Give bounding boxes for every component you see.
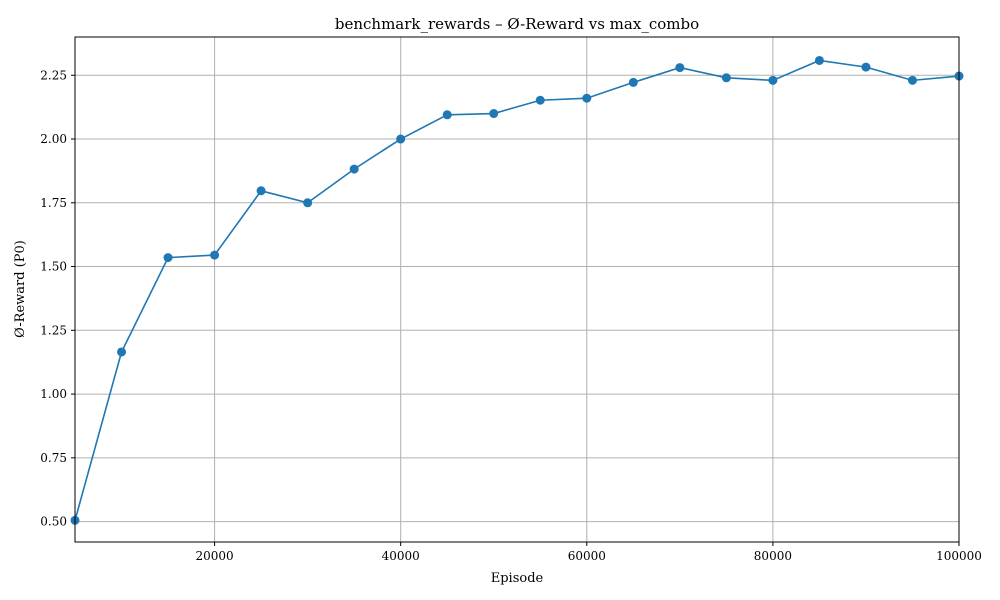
- data-point: [861, 62, 871, 72]
- data-point: [814, 55, 824, 65]
- y-tick-label: 1.50: [40, 260, 67, 274]
- data-point: [303, 198, 313, 208]
- x-tick-label: 40000: [382, 549, 420, 563]
- y-tick-label: 1.25: [40, 323, 67, 337]
- data-point: [349, 164, 359, 174]
- y-tick-label: 1.75: [40, 196, 67, 210]
- y-axis-label: Ø-Reward (P0): [13, 240, 28, 338]
- data-point: [721, 73, 731, 83]
- x-tick-label: 80000: [754, 549, 792, 563]
- y-tick-label: 2.00: [40, 132, 67, 146]
- data-point: [489, 109, 499, 119]
- y-tick-label: 2.25: [40, 68, 67, 82]
- data-point: [535, 95, 545, 105]
- x-tick-label: 100000: [936, 549, 982, 563]
- x-tick-label: 60000: [568, 549, 606, 563]
- grid-lines: [75, 37, 960, 542]
- x-ticks: 20000 40000 60000 80000 100000: [195, 542, 982, 563]
- data-point: [675, 63, 685, 73]
- y-ticks: 0.50 0.75 1.00 1.25 1.50 1.75 2.00 2.25: [40, 68, 75, 529]
- data-point: [628, 77, 638, 87]
- plot-series: [70, 55, 964, 525]
- data-point: [907, 75, 917, 85]
- chart-title: benchmark_rewards – Ø-Reward vs max_comb…: [335, 15, 699, 33]
- x-tick-label: 20000: [195, 549, 233, 563]
- y-tick-label: 1.00: [40, 387, 67, 401]
- data-point: [256, 186, 266, 196]
- y-tick-label: 0.50: [40, 515, 67, 529]
- plot-frame: [74, 36, 960, 543]
- x-axis-label: Episode: [491, 571, 544, 586]
- series-line: [74, 59, 960, 521]
- data-point: [768, 75, 778, 85]
- data-point: [582, 93, 592, 103]
- data-point: [210, 250, 220, 260]
- data-point: [117, 347, 127, 357]
- y-tick-label: 0.75: [40, 451, 67, 465]
- data-point: [163, 253, 173, 263]
- data-point: [442, 110, 452, 120]
- data-point: [396, 134, 406, 144]
